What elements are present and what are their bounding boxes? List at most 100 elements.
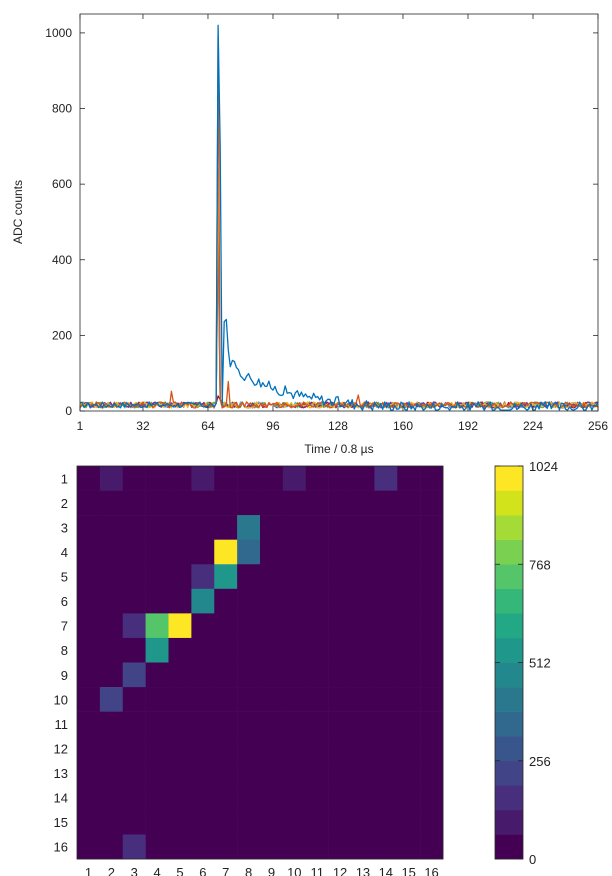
heatmap-col-label: 10 <box>287 865 301 876</box>
colorbar-tick-label: 256 <box>529 754 551 769</box>
colorbar-band <box>495 736 523 762</box>
heatmap-cell <box>168 515 192 540</box>
heatmap-cell <box>328 785 352 811</box>
heatmap-row-label: 14 <box>54 791 68 806</box>
heatmap-cell <box>374 515 398 540</box>
heatmap-cell <box>282 687 307 712</box>
heatmap-cell <box>168 588 192 614</box>
heatmap-cell <box>397 662 421 688</box>
colorbar-bands <box>495 466 523 860</box>
heatmap-cell <box>168 809 192 835</box>
heatmap-cell <box>191 736 215 762</box>
heatmap-cell <box>305 613 329 639</box>
colorbar-band <box>495 490 523 516</box>
heatmap-cell <box>260 809 284 835</box>
y-tick-label: 200 <box>52 328 72 342</box>
heatmap-cell <box>237 515 261 540</box>
heatmap-col-label: 7 <box>222 865 229 876</box>
heatmap-cell <box>237 785 261 811</box>
heatmap-cell <box>420 613 444 639</box>
heatmap-cell <box>282 588 307 614</box>
heatmap-cell <box>77 760 101 786</box>
heatmap-cell <box>168 662 192 688</box>
heatmap-cell <box>168 539 192 565</box>
heatmap-cell <box>145 637 169 663</box>
heatmap-cell <box>351 613 375 639</box>
heatmap-cell <box>77 687 101 712</box>
colorbar-band <box>495 687 523 712</box>
colorbar-band <box>495 539 523 565</box>
heatmap-cell <box>420 662 444 688</box>
heatmap-cell <box>328 637 352 663</box>
heatmap-cell <box>145 809 169 835</box>
heatmap-cell <box>168 564 192 590</box>
heatmap-cell <box>260 785 284 811</box>
heatmap-cell <box>145 662 169 688</box>
colorbar-tick-label: 1024 <box>529 459 558 474</box>
heatmap-cell <box>420 466 444 491</box>
line-series-1 <box>79 24 599 411</box>
heatmap-cell <box>77 588 101 614</box>
colorbar-band <box>495 466 523 491</box>
heatmap-cell <box>397 588 421 614</box>
heatmap-cell <box>99 637 124 663</box>
heatmap-cell <box>168 490 192 516</box>
heatmap-row-label: 6 <box>61 594 68 609</box>
heatmap-cell <box>237 564 261 590</box>
heatmap-cell <box>145 736 169 762</box>
x-axis-ticks: 1 32 64 96 128 160 192 224 256 <box>77 14 608 433</box>
heatmap-cell <box>260 687 284 712</box>
heatmap-cell <box>122 809 146 835</box>
heatmap-cell <box>305 662 329 688</box>
heatmap-cell <box>282 785 307 811</box>
heatmap-cell <box>145 687 169 712</box>
x-tick-label: 1 <box>77 419 84 433</box>
heatmap-cell <box>351 539 375 565</box>
heatmap-cell <box>191 687 215 712</box>
heatmap-cell <box>305 637 329 663</box>
heatmap-cell <box>305 711 329 737</box>
heatmap-row-label: 15 <box>54 815 68 830</box>
heatmap-cell <box>397 687 421 712</box>
line-plot-area <box>80 14 598 411</box>
heatmap-cell <box>305 466 329 491</box>
heatmap-cell <box>122 711 146 737</box>
heatmap-cell <box>420 539 444 565</box>
heatmap-cell <box>351 490 375 516</box>
heatmap-cell <box>77 662 101 688</box>
heatmap-cell <box>214 515 238 540</box>
heatmap-cell <box>99 785 124 811</box>
heatmap-cell <box>328 711 352 737</box>
heatmap-cell <box>420 834 444 860</box>
heatmap-cell <box>420 760 444 786</box>
colorbar-ticks: 0 256 512 768 1024 <box>495 459 558 867</box>
x-tick-label: 256 <box>588 419 608 433</box>
heatmap-cell <box>282 490 307 516</box>
heatmap-cell <box>145 539 169 565</box>
heatmap-col-label: 9 <box>268 865 275 876</box>
heatmap-cell <box>351 564 375 590</box>
heatmap-cell <box>351 711 375 737</box>
heatmap-cell <box>420 711 444 737</box>
heatmap-cell <box>420 588 444 614</box>
heatmap-row-label: 13 <box>54 766 68 781</box>
heatmap-cell <box>374 760 398 786</box>
heatmap-cell <box>260 613 284 639</box>
heatmap-col-label: 16 <box>424 865 438 876</box>
heatmap-col-label: 1 <box>85 865 92 876</box>
heatmap-cell <box>397 490 421 516</box>
heatmap-col-label: 8 <box>245 865 252 876</box>
heatmap-col-label: 14 <box>379 865 393 876</box>
heatmap-col-label: 15 <box>401 865 415 876</box>
y-tick-label: 800 <box>52 102 72 116</box>
heatmap-cell <box>237 637 261 663</box>
heatmap-cell <box>191 711 215 737</box>
heatmap-cell <box>214 785 238 811</box>
heatmap-cell <box>77 539 101 565</box>
heatmap-cell <box>99 736 124 762</box>
heatmap-cell <box>237 613 261 639</box>
x-tick-label: 160 <box>393 419 413 433</box>
heatmap-cell <box>77 564 101 590</box>
heatmap-cell <box>374 613 398 639</box>
heatmap-cell <box>420 736 444 762</box>
